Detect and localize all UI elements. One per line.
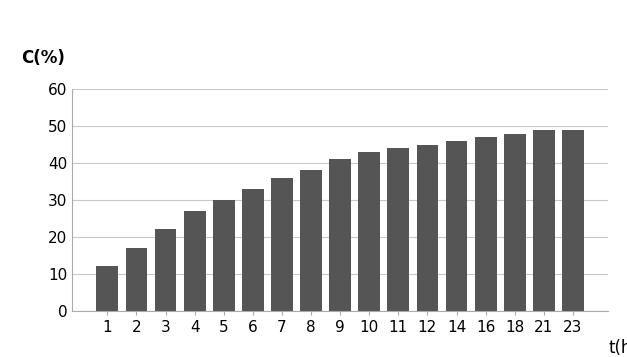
Bar (125, 248, 147, 311)
Bar (387, 148, 409, 311)
Bar (184, 211, 206, 311)
Bar (329, 159, 351, 311)
Bar (300, 170, 322, 311)
Bar (155, 230, 176, 311)
Bar (271, 178, 293, 311)
Bar (446, 141, 468, 311)
Bar (97, 266, 119, 311)
Bar (359, 152, 380, 311)
Bar (562, 130, 584, 311)
Bar (475, 137, 497, 311)
Bar (504, 134, 525, 311)
Bar (213, 200, 234, 311)
Bar (242, 189, 264, 311)
Text: t(h): t(h) (608, 340, 627, 357)
Text: C(%): C(%) (21, 49, 65, 67)
Bar (416, 145, 438, 311)
Bar (533, 130, 555, 311)
